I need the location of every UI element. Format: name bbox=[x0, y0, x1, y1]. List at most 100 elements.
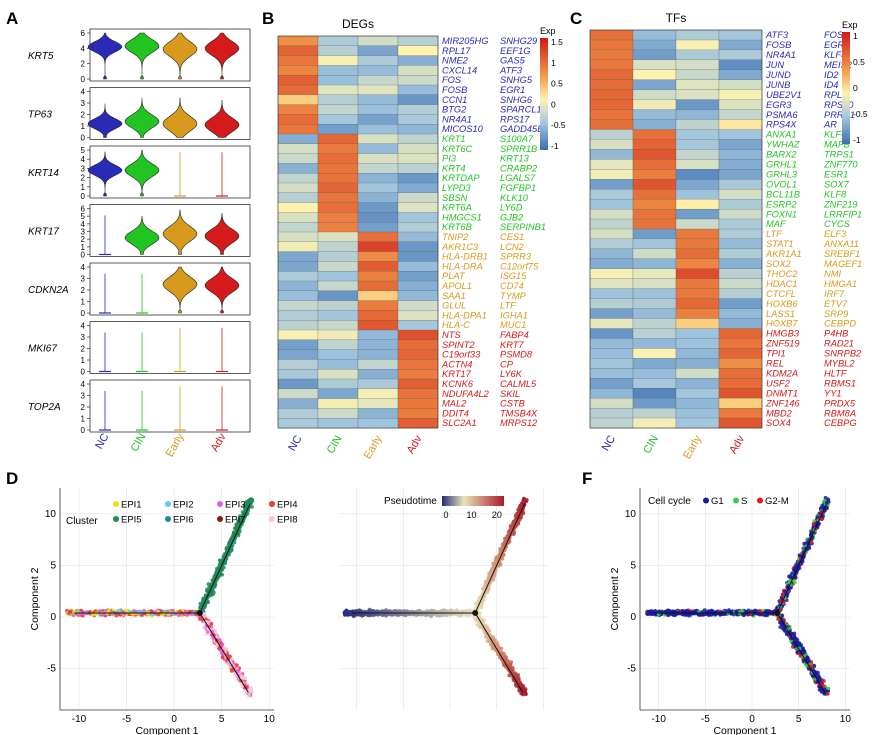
cell-point bbox=[224, 545, 229, 550]
heatmap-cell bbox=[317, 84, 359, 96]
pseudotime-colorbar bbox=[442, 496, 504, 506]
legend-label-epi3: EPI3 bbox=[225, 500, 246, 511]
cell-point bbox=[347, 610, 352, 615]
violin-tick-label: 6 bbox=[81, 205, 86, 214]
trajectory-line bbox=[776, 612, 826, 693]
heatmap-legend-tick: -0.5 bbox=[551, 120, 566, 130]
violin-tick-label: 2 bbox=[81, 174, 86, 183]
heatmap-cell bbox=[397, 104, 439, 115]
cell-point bbox=[156, 612, 161, 617]
heatmap-cell bbox=[397, 182, 439, 194]
heatmap-legend-title: Exp bbox=[842, 20, 858, 30]
heatmap-gene-label: SPARCL1 bbox=[500, 105, 542, 115]
heatmap-cell bbox=[632, 39, 677, 51]
violin-group-label-early: Early bbox=[164, 431, 187, 459]
violin-tick-label: 1 bbox=[81, 183, 86, 192]
cell-point bbox=[247, 693, 251, 698]
heatmap-gene-label: LYPD3 bbox=[442, 183, 471, 193]
heatmap-gene-label: LRRFIP1 bbox=[824, 209, 862, 219]
violin-gene-label: TP63 bbox=[28, 110, 52, 121]
heatmap-col-label-cin: CIN bbox=[325, 433, 345, 455]
heatmap-cell bbox=[357, 231, 399, 243]
heatmap-cell bbox=[357, 359, 399, 370]
cell-point bbox=[82, 611, 86, 616]
cell-point bbox=[67, 611, 71, 615]
cell-point bbox=[250, 505, 254, 509]
heatmap-gene-label: KLF4 bbox=[824, 50, 846, 60]
heatmap-gene-label: CALML5 bbox=[500, 379, 537, 389]
heatmap-cell bbox=[718, 169, 763, 180]
heatmap-cell bbox=[589, 358, 634, 369]
heatmap-cell bbox=[317, 339, 359, 350]
violin-tick-label: 0 bbox=[81, 368, 86, 377]
cell-point bbox=[809, 540, 814, 544]
heatmap-cell bbox=[589, 407, 634, 419]
heatmap-cell bbox=[397, 114, 439, 125]
cell-point bbox=[247, 689, 252, 694]
heatmap-cell bbox=[589, 99, 634, 110]
heatmap-gene-label: JUND bbox=[765, 70, 791, 80]
cell-point bbox=[205, 589, 209, 593]
heatmap-cell bbox=[589, 39, 634, 51]
heatmap-cell bbox=[632, 298, 677, 309]
heatmap-cell bbox=[397, 261, 439, 272]
heatmap-cell bbox=[632, 228, 677, 240]
heatmap-gene-label: SNHG5 bbox=[500, 75, 533, 85]
heatmap-cell bbox=[317, 153, 359, 164]
heatmap-cell bbox=[589, 228, 634, 240]
heatmap-gene-label: FOSB bbox=[766, 40, 791, 50]
heatmap-cell bbox=[397, 124, 439, 135]
heatmap-gene-label: HLA-DRB1 bbox=[442, 252, 488, 262]
violin-frame bbox=[89, 379, 251, 433]
heatmap-cell bbox=[397, 192, 439, 203]
violin-panel: KRT50246TP6301234KRT14012345KRT170123456… bbox=[28, 28, 251, 459]
heatmap-cell bbox=[397, 163, 439, 174]
heatmap-cell bbox=[632, 288, 677, 299]
heatmap-gene-label: ETV7 bbox=[824, 299, 848, 309]
heatmap-cell bbox=[589, 368, 634, 379]
heatmap-cell bbox=[675, 278, 720, 290]
heatmap-cell bbox=[589, 59, 634, 71]
heatmap-cell bbox=[397, 222, 439, 233]
heatmap-cell bbox=[632, 238, 677, 250]
panel-label-c: C bbox=[570, 9, 582, 28]
cell-point bbox=[780, 593, 785, 598]
violin-gene-label: KRT5 bbox=[28, 51, 54, 62]
heatmap-gene-label: ACTN4 bbox=[441, 359, 472, 369]
heatmap-gene-label: CSTB bbox=[500, 399, 525, 409]
violin-gene-label: KRT17 bbox=[28, 227, 59, 238]
heatmap-gene-label: NR4A1 bbox=[442, 114, 472, 124]
heatmap-gene-label: KRTDAP bbox=[442, 173, 480, 183]
heatmap-cell bbox=[632, 159, 677, 170]
cell-point bbox=[793, 644, 797, 649]
cell-point bbox=[198, 617, 202, 621]
heatmap-cell bbox=[632, 318, 677, 329]
heatmap-cell bbox=[718, 417, 763, 429]
heatmap-cell bbox=[675, 378, 720, 389]
heatmap-gene-label: ESRP2 bbox=[766, 199, 797, 209]
heatmap-cell bbox=[277, 124, 319, 135]
legend-swatch bbox=[757, 497, 763, 504]
cell-point bbox=[646, 611, 650, 616]
cell-point bbox=[776, 617, 781, 621]
y-tick-label: 5 bbox=[50, 560, 56, 571]
legend-swatch-epi2 bbox=[165, 501, 171, 507]
cell-point bbox=[524, 499, 529, 504]
cell-point bbox=[493, 638, 498, 643]
cell-point bbox=[448, 612, 452, 617]
heatmap-cell bbox=[397, 212, 439, 223]
heatmap-cell bbox=[718, 258, 763, 270]
violin-tick-label: 5 bbox=[81, 212, 86, 221]
heatmap-cell bbox=[277, 35, 319, 47]
heatmap-cell bbox=[632, 258, 677, 270]
heatmap-cell bbox=[317, 143, 359, 154]
heatmap-gene-label: SBSN bbox=[442, 193, 468, 203]
violin-adv bbox=[204, 99, 240, 138]
violin-tick-label: 0 bbox=[81, 426, 86, 435]
heatmap-cell bbox=[675, 248, 720, 260]
heatmap-gene-label: CCN1 bbox=[442, 95, 467, 105]
cell-point bbox=[414, 613, 419, 617]
violin-adv bbox=[204, 266, 240, 314]
heatmap-cell bbox=[589, 298, 634, 309]
heatmap-cell bbox=[718, 407, 763, 419]
